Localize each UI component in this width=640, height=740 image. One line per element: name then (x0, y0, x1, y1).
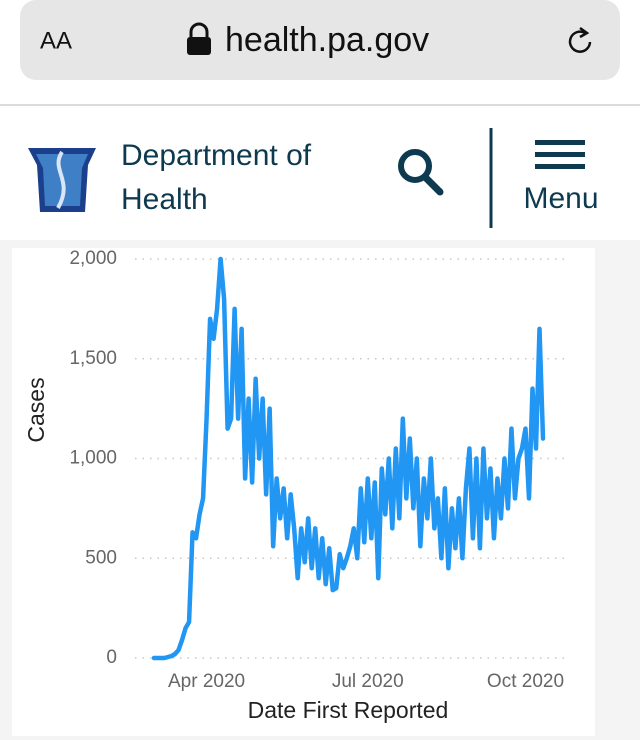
y-tick-label: 2,000 (69, 248, 117, 269)
x-tick-label: Apr 2020 (168, 671, 245, 692)
chart: 0 500 1,000 1,500 2,000 Apr 2020 Jul 2020 Oct 2… (23, 248, 565, 723)
y-axis-label: Cases (23, 377, 49, 442)
site-title-line[interactable]: Health (121, 183, 208, 216)
lock-icon (187, 22, 211, 55)
y-tick-label: 0 (106, 647, 117, 668)
x-tick-label: Jul 2020 (332, 671, 404, 692)
reload-icon[interactable] (568, 26, 592, 53)
y-tick-label: 1,000 (69, 448, 117, 469)
menu-icon[interactable] (535, 140, 585, 169)
menu-label[interactable]: Menu (523, 182, 598, 215)
url[interactable]: health.pa.gov (225, 21, 429, 59)
x-axis-label: Date First Reported (248, 697, 449, 723)
x-tick-label: Oct 2020 (487, 671, 564, 692)
site-title-line[interactable]: Department of (121, 139, 312, 172)
y-tick-label: 500 (85, 547, 117, 568)
data-line (151, 256, 546, 661)
keystone-logo (28, 148, 96, 212)
text-size-button[interactable]: AA (40, 27, 72, 54)
y-tick-label: 1,500 (69, 348, 117, 369)
address-bar[interactable] (20, 0, 620, 80)
search-icon[interactable] (398, 149, 444, 196)
